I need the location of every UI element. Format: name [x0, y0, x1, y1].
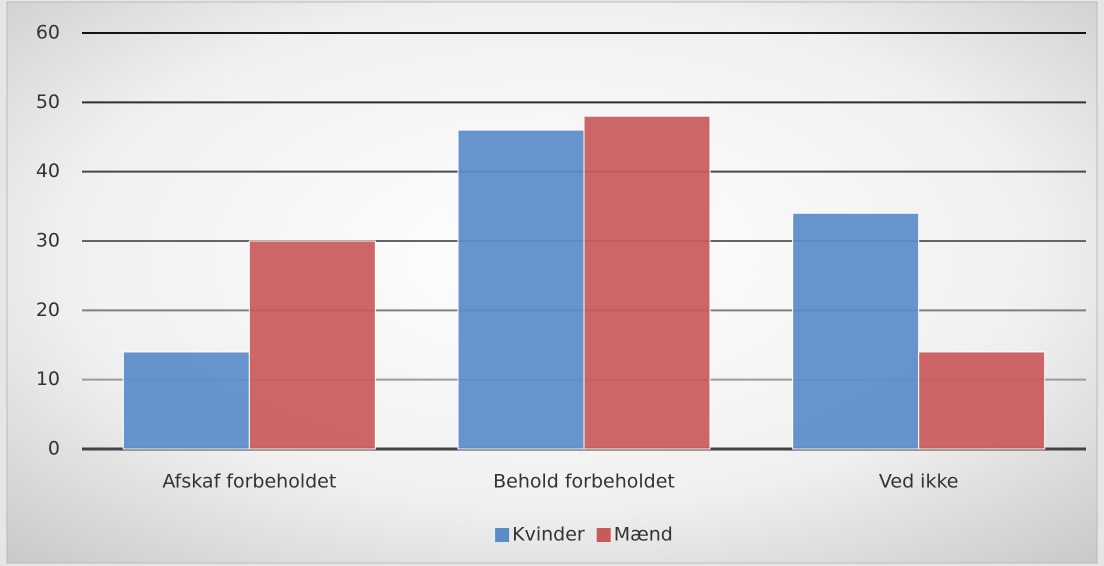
bar	[457, 129, 585, 450]
bar	[918, 351, 1046, 450]
legend-swatch	[596, 528, 611, 542]
legend-label: Mænd	[614, 524, 673, 546]
legend-label: Kvinder	[512, 524, 585, 546]
bar	[792, 212, 920, 450]
bar	[122, 351, 250, 450]
y-tick-label: 60	[36, 22, 60, 44]
y-tick-label: 50	[36, 91, 60, 113]
y-tick-label: 10	[36, 368, 60, 390]
bar	[248, 240, 376, 450]
y-tick-label: 0	[48, 438, 60, 460]
x-tick-label: Afskaf forbeholdet	[162, 471, 336, 493]
x-tick-label: Behold forbeholdet	[493, 471, 675, 493]
y-tick-label: 30	[36, 230, 60, 252]
bar	[583, 115, 711, 450]
x-tick-label: Ved ikke	[879, 471, 959, 493]
y-tick-label: 40	[36, 160, 60, 182]
legend-swatch	[495, 528, 510, 542]
y-tick-label: 20	[36, 299, 60, 321]
